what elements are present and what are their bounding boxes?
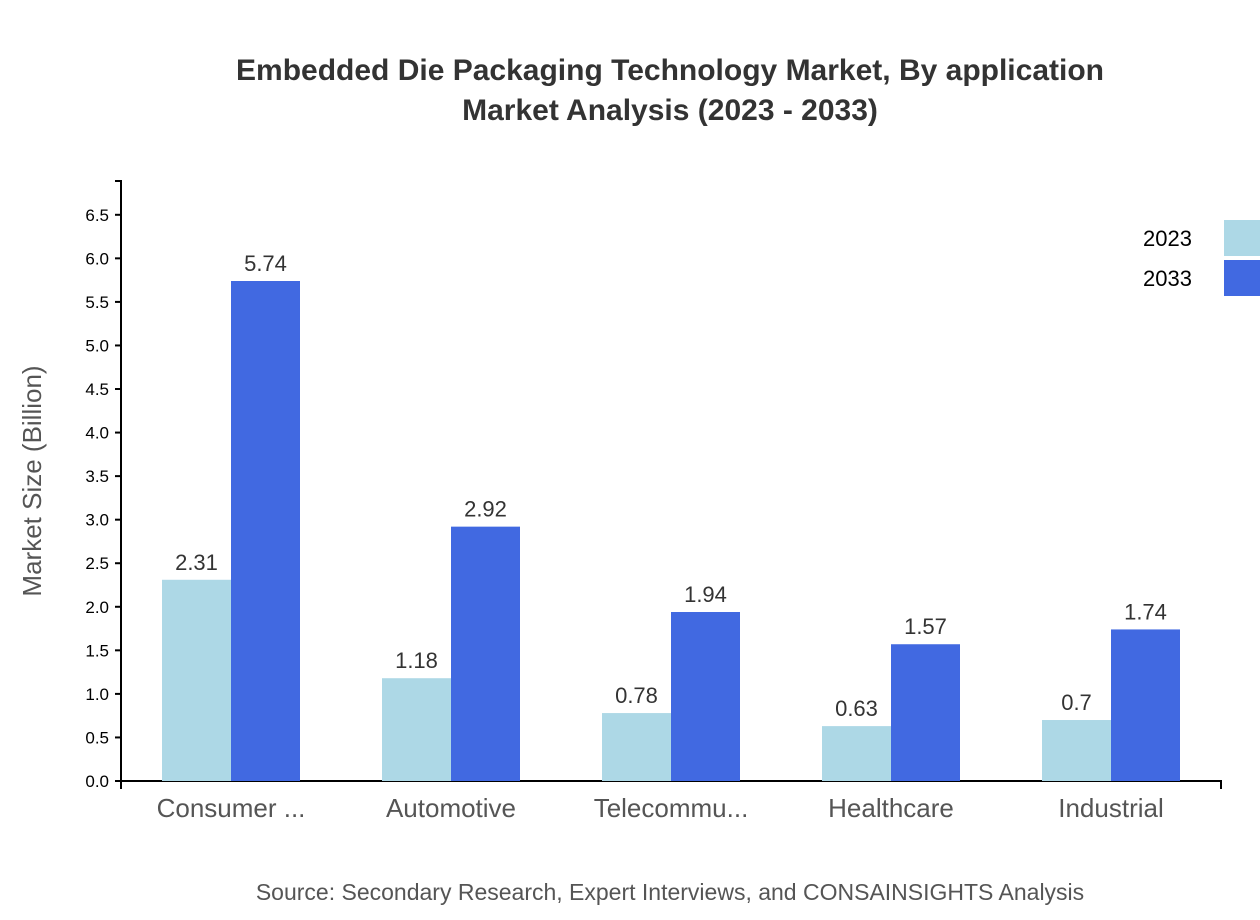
y-tick-label: 6.5 xyxy=(85,206,109,225)
x-tick-label: Industrial xyxy=(1058,793,1164,823)
chart-title-line-2: Market Analysis (2023 - 2033) xyxy=(462,94,878,127)
y-tick-label: 1.5 xyxy=(85,641,109,660)
data-label: 1.94 xyxy=(684,582,727,607)
data-label: 2.92 xyxy=(464,497,507,522)
data-label: 0.7 xyxy=(1061,690,1092,715)
y-axis-line xyxy=(115,180,122,782)
x-tick-label: Telecommu... xyxy=(594,793,749,823)
data-label: 1.57 xyxy=(904,614,947,639)
legend-label: 2033 xyxy=(1143,266,1192,291)
y-tick-label: 5.5 xyxy=(85,293,109,312)
bar-2033 xyxy=(231,281,300,781)
y-tick-label: 0.5 xyxy=(85,728,109,747)
legend-label: 2023 xyxy=(1143,226,1192,251)
chart-title-line-1: Embedded Die Packaging Technology Market… xyxy=(236,54,1104,87)
y-tick-label: 1.0 xyxy=(85,685,109,704)
y-tick-label: 5.0 xyxy=(85,336,109,355)
data-label: 2.31 xyxy=(175,550,218,575)
legend-swatch-2033 xyxy=(1224,260,1260,296)
data-label: 0.78 xyxy=(615,683,658,708)
data-label: 1.18 xyxy=(395,648,438,673)
x-tick-label: Healthcare xyxy=(828,793,954,823)
y-tick-label: 6.0 xyxy=(85,249,109,268)
y-tick-label: 3.5 xyxy=(85,467,109,486)
bar-2033 xyxy=(891,644,960,781)
data-label: 1.74 xyxy=(1124,599,1167,624)
y-tick-label: 4.0 xyxy=(85,424,109,443)
source-note: Source: Secondary Research, Expert Inter… xyxy=(256,879,1084,905)
x-axis-line xyxy=(120,780,1222,789)
data-label: 5.74 xyxy=(244,251,287,276)
y-tick-label: 0.0 xyxy=(85,772,109,791)
data-label: 0.63 xyxy=(835,696,878,721)
legend-swatch-2023 xyxy=(1224,220,1260,256)
bar-2033 xyxy=(451,526,520,781)
bar-2023 xyxy=(382,678,451,781)
bar-2023 xyxy=(1042,720,1111,781)
bar-2033 xyxy=(1111,629,1180,781)
bar-2023 xyxy=(822,726,891,781)
y-tick-label: 4.5 xyxy=(85,380,109,399)
x-tick-label: Automotive xyxy=(386,793,516,823)
y-tick-label: 2.5 xyxy=(85,554,109,573)
y-axis-label: Market Size (Billion) xyxy=(17,365,47,596)
bar-2023 xyxy=(162,579,231,781)
bar-2023 xyxy=(602,713,671,781)
x-tick-label: Consumer ... xyxy=(157,793,306,823)
y-tick-label: 3.0 xyxy=(85,511,109,530)
y-tick-label: 2.0 xyxy=(85,598,109,617)
bar-2033 xyxy=(671,612,740,781)
